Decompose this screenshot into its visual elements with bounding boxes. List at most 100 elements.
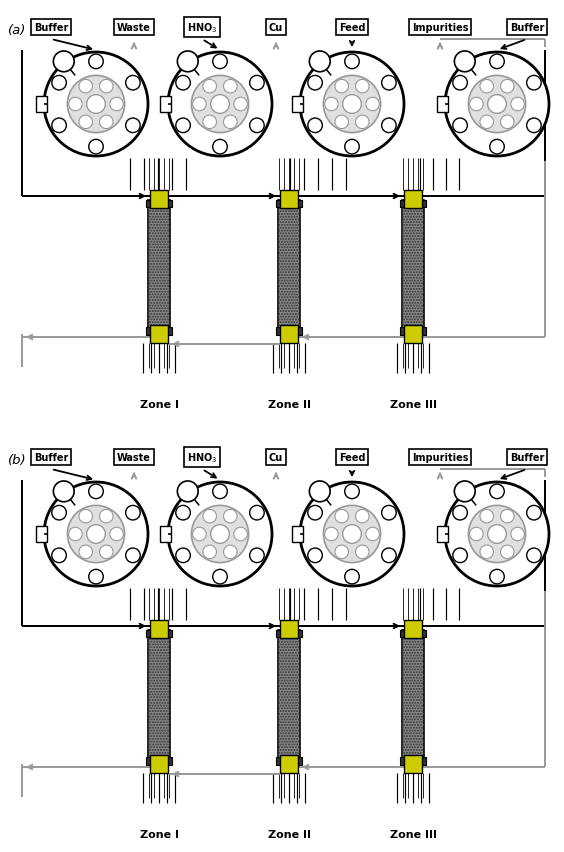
- Bar: [276, 200, 302, 208]
- Circle shape: [355, 116, 369, 130]
- Bar: [160, 527, 171, 542]
- Circle shape: [323, 77, 381, 134]
- Circle shape: [335, 545, 349, 559]
- Circle shape: [382, 77, 396, 91]
- Circle shape: [126, 119, 140, 134]
- Circle shape: [89, 55, 103, 70]
- Circle shape: [527, 506, 541, 521]
- Circle shape: [325, 527, 338, 541]
- Circle shape: [453, 549, 468, 563]
- Circle shape: [345, 485, 359, 499]
- Circle shape: [250, 77, 264, 91]
- Text: Buffer: Buffer: [34, 452, 68, 463]
- Circle shape: [527, 77, 541, 91]
- Bar: [400, 757, 426, 764]
- Circle shape: [335, 116, 349, 130]
- Circle shape: [300, 482, 404, 586]
- Circle shape: [68, 77, 125, 134]
- Circle shape: [110, 98, 124, 112]
- Bar: [146, 200, 172, 208]
- Text: Buffer: Buffer: [34, 23, 68, 33]
- Circle shape: [455, 481, 475, 502]
- Bar: [276, 328, 302, 335]
- Circle shape: [210, 95, 230, 114]
- Bar: [146, 328, 172, 335]
- Circle shape: [323, 506, 381, 563]
- Circle shape: [500, 80, 514, 94]
- Circle shape: [250, 506, 264, 521]
- Circle shape: [203, 116, 217, 130]
- Circle shape: [470, 98, 483, 112]
- Circle shape: [223, 80, 237, 94]
- Circle shape: [490, 55, 504, 70]
- Text: (b): (b): [8, 453, 27, 466]
- Circle shape: [308, 119, 323, 134]
- Circle shape: [168, 482, 272, 586]
- Circle shape: [210, 525, 230, 544]
- Circle shape: [52, 549, 67, 563]
- Text: Feed: Feed: [339, 452, 365, 463]
- Circle shape: [308, 549, 323, 563]
- Circle shape: [480, 545, 494, 559]
- Circle shape: [468, 77, 526, 134]
- Bar: [404, 755, 422, 773]
- Circle shape: [79, 545, 92, 559]
- Circle shape: [355, 509, 369, 523]
- Bar: [402, 200, 424, 335]
- Circle shape: [300, 53, 404, 157]
- Bar: [148, 200, 170, 335]
- Circle shape: [89, 485, 103, 499]
- Circle shape: [490, 141, 504, 155]
- Circle shape: [89, 570, 103, 584]
- Bar: [402, 200, 424, 335]
- Bar: [150, 325, 168, 343]
- Circle shape: [234, 527, 248, 541]
- Circle shape: [480, 80, 494, 94]
- Circle shape: [234, 98, 248, 112]
- Circle shape: [500, 545, 514, 559]
- Text: Cu: Cu: [269, 23, 283, 33]
- Circle shape: [343, 95, 362, 114]
- Circle shape: [54, 52, 74, 72]
- Bar: [292, 527, 303, 542]
- Circle shape: [99, 509, 113, 523]
- Circle shape: [223, 545, 237, 559]
- Circle shape: [223, 509, 237, 523]
- Circle shape: [79, 80, 92, 94]
- Circle shape: [99, 545, 113, 559]
- Bar: [280, 620, 298, 638]
- Circle shape: [500, 116, 514, 130]
- Circle shape: [527, 119, 541, 134]
- Bar: [280, 755, 298, 773]
- Circle shape: [213, 570, 227, 584]
- Circle shape: [382, 119, 396, 134]
- Bar: [280, 325, 298, 343]
- Bar: [278, 630, 300, 764]
- Circle shape: [490, 485, 504, 499]
- Circle shape: [52, 119, 67, 134]
- Bar: [437, 527, 448, 542]
- Bar: [36, 527, 47, 542]
- Bar: [402, 630, 424, 764]
- Circle shape: [99, 80, 113, 94]
- Bar: [437, 97, 448, 112]
- Circle shape: [52, 506, 67, 521]
- Circle shape: [310, 481, 330, 502]
- Circle shape: [176, 77, 191, 91]
- Circle shape: [453, 119, 468, 134]
- Circle shape: [345, 141, 359, 155]
- Circle shape: [191, 506, 249, 563]
- Bar: [146, 630, 172, 637]
- Text: Impurities: Impurities: [412, 23, 468, 33]
- Bar: [400, 328, 426, 335]
- Circle shape: [453, 77, 468, 91]
- Text: Zone I: Zone I: [139, 400, 178, 410]
- Circle shape: [511, 527, 525, 541]
- Circle shape: [126, 506, 140, 521]
- Bar: [280, 191, 298, 209]
- Bar: [160, 97, 171, 112]
- Circle shape: [213, 55, 227, 70]
- Bar: [278, 200, 300, 335]
- Circle shape: [87, 95, 105, 114]
- Circle shape: [470, 527, 483, 541]
